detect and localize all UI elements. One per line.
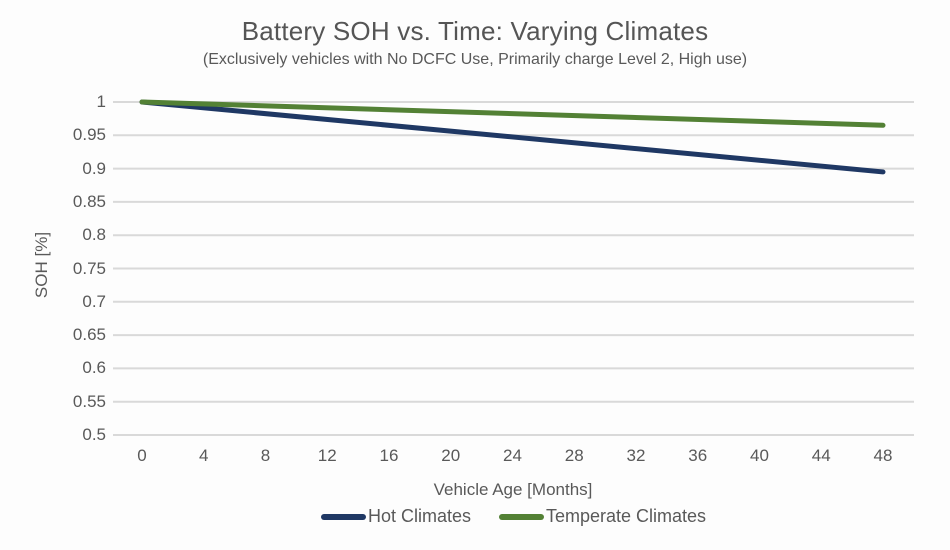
- legend: Hot Climates Temperate Climates: [113, 506, 914, 527]
- x-tick-label: 36: [688, 446, 708, 465]
- y-tick-label: 0.75: [72, 258, 106, 278]
- series-line-hot-climates: [139, 99, 886, 175]
- x-tick-label: 40: [750, 446, 769, 465]
- x-tick-label: 12: [317, 446, 337, 465]
- y-tick-label: 0.95: [72, 125, 106, 145]
- x-tick-label: 48: [873, 446, 893, 465]
- x-tick-label: 4: [199, 446, 209, 465]
- x-axis-title: Vehicle Age [Months]: [433, 480, 593, 499]
- chart-title: Battery SOH vs. Time: Varying Climates: [241, 16, 709, 46]
- legend-label: Temperate Climates: [545, 506, 707, 526]
- y-tick-label: 0.65: [72, 325, 106, 345]
- y-tick-label: 0.7: [82, 291, 106, 311]
- y-tick-label: 0.55: [72, 391, 106, 411]
- y-tick-label: 0.85: [72, 191, 106, 211]
- legend-item-temperate-climates: Temperate Climates: [498, 506, 707, 527]
- legend-swatch-hot-climates: [320, 513, 366, 520]
- series-lines: [139, 99, 886, 175]
- y-tick-label: 1: [96, 92, 106, 111]
- x-tick-label: 24: [503, 446, 522, 465]
- x-tick-label: 32: [626, 446, 646, 465]
- x-tick-label: 28: [564, 446, 584, 465]
- x-tick-label: 8: [260, 446, 271, 465]
- y-tick-label: 0.5: [82, 425, 106, 444]
- x-tick-label: 0: [137, 446, 147, 465]
- series-line-temperate-climates: [139, 99, 886, 128]
- x-tick-label: 20: [441, 446, 461, 465]
- legend-swatch-temperate-climates: [498, 513, 544, 520]
- chart-subtitle: (Exclusively vehicles with No DCFC Use, …: [202, 51, 748, 68]
- y-tick-label: 0.6: [82, 358, 106, 378]
- y-tick-label: 0.9: [82, 158, 106, 178]
- y-tick-label: 0.8: [82, 225, 106, 245]
- gridlines: [113, 101, 914, 436]
- x-tick-label: 44: [811, 446, 831, 465]
- x-tick-label: 16: [379, 446, 399, 465]
- legend-item-hot-climates: Hot Climates: [320, 506, 471, 527]
- legend-label: Hot Climates: [367, 506, 471, 526]
